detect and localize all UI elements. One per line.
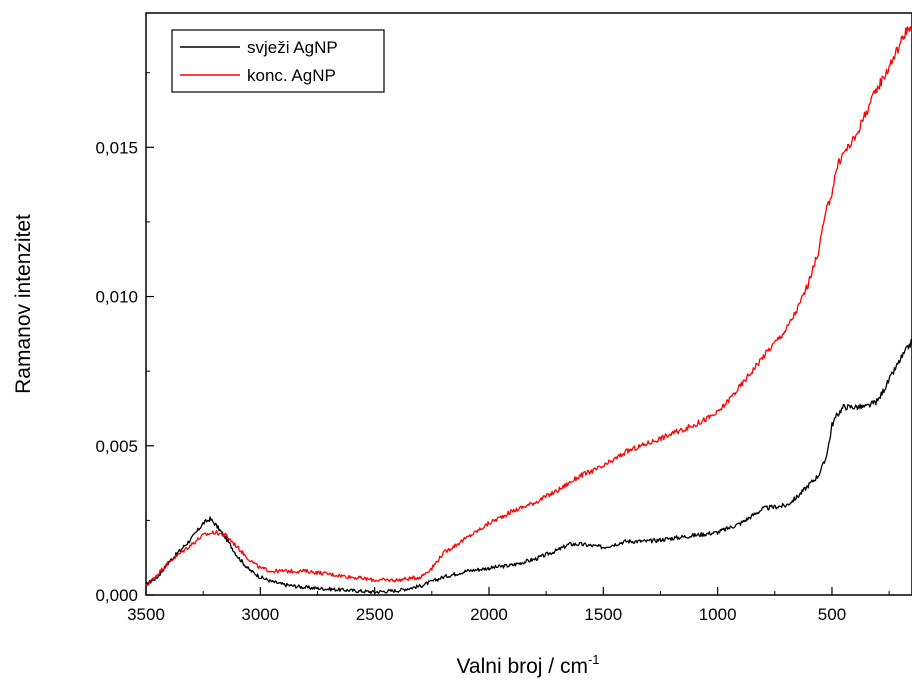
y-tick-label: 0,000: [95, 586, 138, 605]
x-axis: 3500 3000 2500 2000 1500 1000 500: [127, 587, 890, 624]
legend: svježi AgNP konc. AgNP: [171, 29, 385, 93]
y-tick-label: 0,015: [95, 138, 138, 157]
plot-frame: [145, 12, 912, 596]
x-tick-label: 3500: [127, 605, 165, 624]
y-axis: 0,000 0,005 0,010 0,015: [95, 72, 154, 605]
y-axis-title: Ramanov intenzitet: [12, 214, 35, 394]
x-axis-title: Valni broj / cm-1: [456, 652, 599, 678]
x-tick-label: 2000: [470, 605, 508, 624]
series-line-svjezi-agnp: [145, 338, 912, 594]
legend-label: svježi AgNP: [247, 38, 338, 57]
x-tick-label: 1500: [584, 605, 622, 624]
series-line-konc-agnp: [145, 26, 912, 587]
x-tick-label: 3000: [241, 605, 279, 624]
x-tick-label: 500: [818, 605, 846, 624]
y-tick-label: 0,010: [95, 288, 138, 307]
x-axis-title-main: Valni broj / cm: [456, 655, 588, 678]
y-tick-label: 0,005: [95, 437, 138, 456]
x-axis-title-superscript: -1: [588, 652, 600, 667]
legend-label: konc. AgNP: [247, 66, 336, 85]
legend-box: [171, 29, 385, 93]
series-layer: [145, 26, 912, 594]
x-tick-label: 1000: [699, 605, 737, 624]
x-tick-label: 2500: [356, 605, 394, 624]
